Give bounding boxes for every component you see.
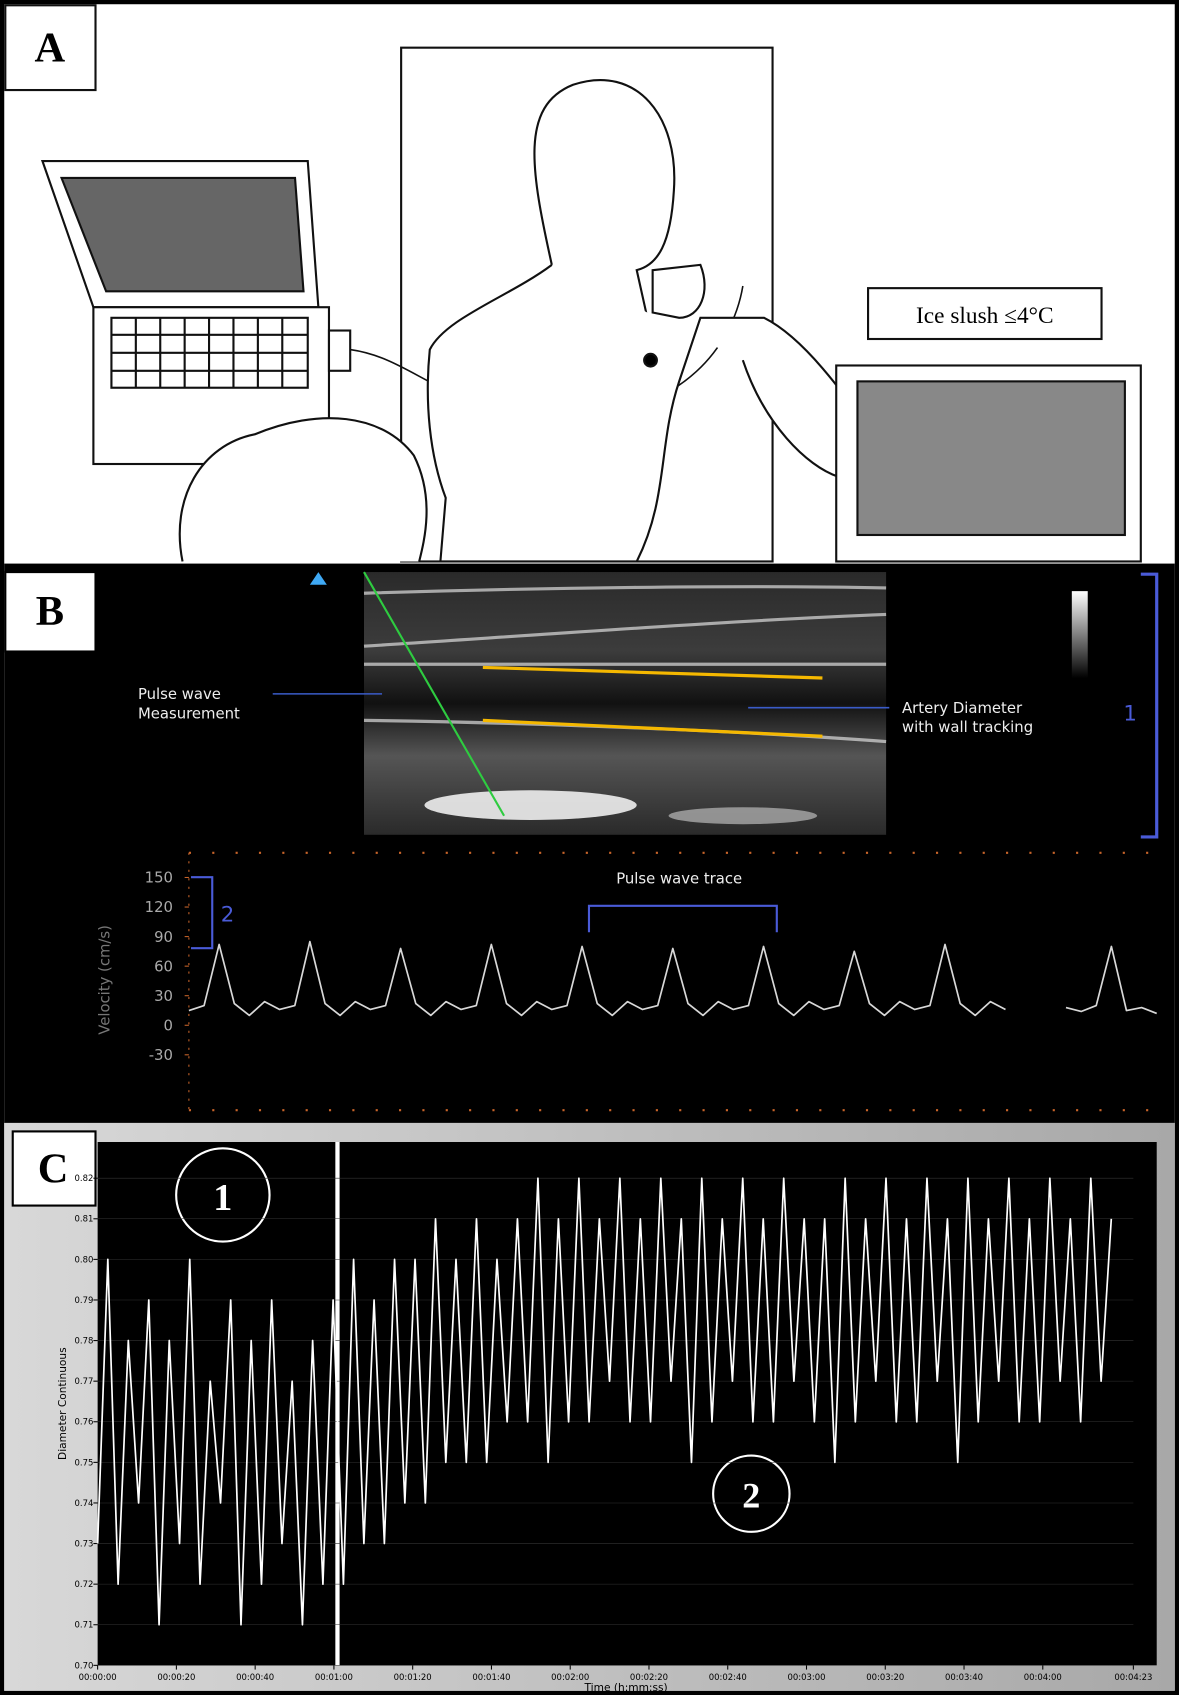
y-tick-label: 0.78 [75, 1336, 94, 1346]
y-tick-label: 0.81 [75, 1214, 94, 1224]
y-tick-label: 0.79 [75, 1295, 94, 1305]
x-axis-label: Time (h:mm:ss) [584, 1682, 668, 1694]
ice-label: Ice slush ≤4°C [916, 303, 1053, 329]
x-tick-label: 00:00:20 [157, 1672, 195, 1682]
y-tick-label: -30 [149, 1047, 173, 1064]
y-tick-label: 60 [154, 958, 173, 975]
y-tick-label: 0.73 [75, 1539, 94, 1549]
usb-device [327, 329, 352, 372]
y-tick-label: 30 [154, 988, 173, 1005]
y-tick-label: 0.76 [75, 1417, 94, 1427]
x-tick-label: 00:01:00 [315, 1672, 353, 1682]
y-tick-label: 0.71 [75, 1620, 94, 1630]
ice-slush [856, 380, 1126, 537]
x-tick-label: 00:03:40 [945, 1672, 983, 1682]
artery-label: Artery Diameter [902, 700, 1023, 717]
y-tick-label: 0.74 [75, 1498, 94, 1508]
y-axis-label: Velocity (cm/s) [96, 925, 113, 1035]
bracket [1140, 572, 1159, 839]
panel-label-box [11, 1130, 97, 1207]
data-line [188, 940, 1158, 1017]
bracket [587, 904, 778, 933]
y-axis-label: Diameter Continuous [57, 1347, 69, 1460]
ultrasound-image [309, 571, 887, 835]
bracket-label: 1 [1123, 700, 1136, 725]
panel-label: C [38, 1145, 69, 1192]
annotation: Pulse wave trace [616, 871, 742, 888]
gray-scale-bar [1071, 591, 1088, 678]
x-tick-label: 00:01:40 [472, 1672, 510, 1682]
probe-hand [651, 263, 706, 319]
x-tick-label: 00:04:00 [1024, 1672, 1062, 1682]
bracket-label: 2 [221, 902, 234, 927]
x-tick-label: 00:02:40 [709, 1672, 747, 1682]
x-tick-label: 00:01:20 [394, 1672, 432, 1682]
panel-label: A [35, 24, 66, 71]
x-tick-label: 00:03:00 [787, 1672, 825, 1682]
x-tick-label: 00:04:23 [1114, 1672, 1152, 1682]
x-tick-label: 00:02:00 [551, 1672, 589, 1682]
x-tick-label: 00:02:20 [630, 1672, 668, 1682]
pulse-label: Pulse wave [138, 686, 221, 703]
y-tick-label: 0.70 [75, 1660, 94, 1670]
y-tick-label: 0.82 [75, 1173, 94, 1183]
panel-a [4, 4, 1142, 563]
x-tick-label: 00:00:40 [236, 1672, 274, 1682]
plot-area [97, 1142, 1157, 1666]
bracket [191, 876, 214, 950]
marker-label: 2 [742, 1476, 760, 1516]
panel-label-box [4, 571, 97, 653]
panel-label-box [4, 4, 97, 92]
pulse-label: Measurement [138, 705, 240, 722]
y-tick-label: 150 [145, 870, 173, 887]
laptop-display [59, 176, 305, 293]
y-tick-label: 0.75 [75, 1457, 94, 1467]
y-tick-label: 0.72 [75, 1579, 94, 1589]
y-tick-label: 0.80 [75, 1254, 94, 1264]
panel-label: B [36, 588, 64, 635]
y-tick-label: 90 [154, 929, 173, 946]
operator-head [178, 417, 428, 562]
y-tick-label: 0.77 [75, 1376, 94, 1386]
artery-label: with wall tracking [902, 719, 1033, 736]
x-tick-label: 00:03:20 [866, 1672, 904, 1682]
marker-label: 1 [213, 1177, 232, 1219]
y-tick-label: 0 [164, 1017, 173, 1034]
y-tick-label: 120 [145, 899, 173, 916]
x-tick-label: 00:00:00 [79, 1672, 117, 1682]
keyboard [110, 316, 309, 389]
marker-circle [175, 1147, 271, 1243]
data-line [96, 1177, 1113, 1626]
marker-circle [712, 1454, 791, 1533]
electrode [643, 352, 658, 368]
ice-label-box [867, 287, 1103, 341]
subject-head [533, 79, 676, 319]
